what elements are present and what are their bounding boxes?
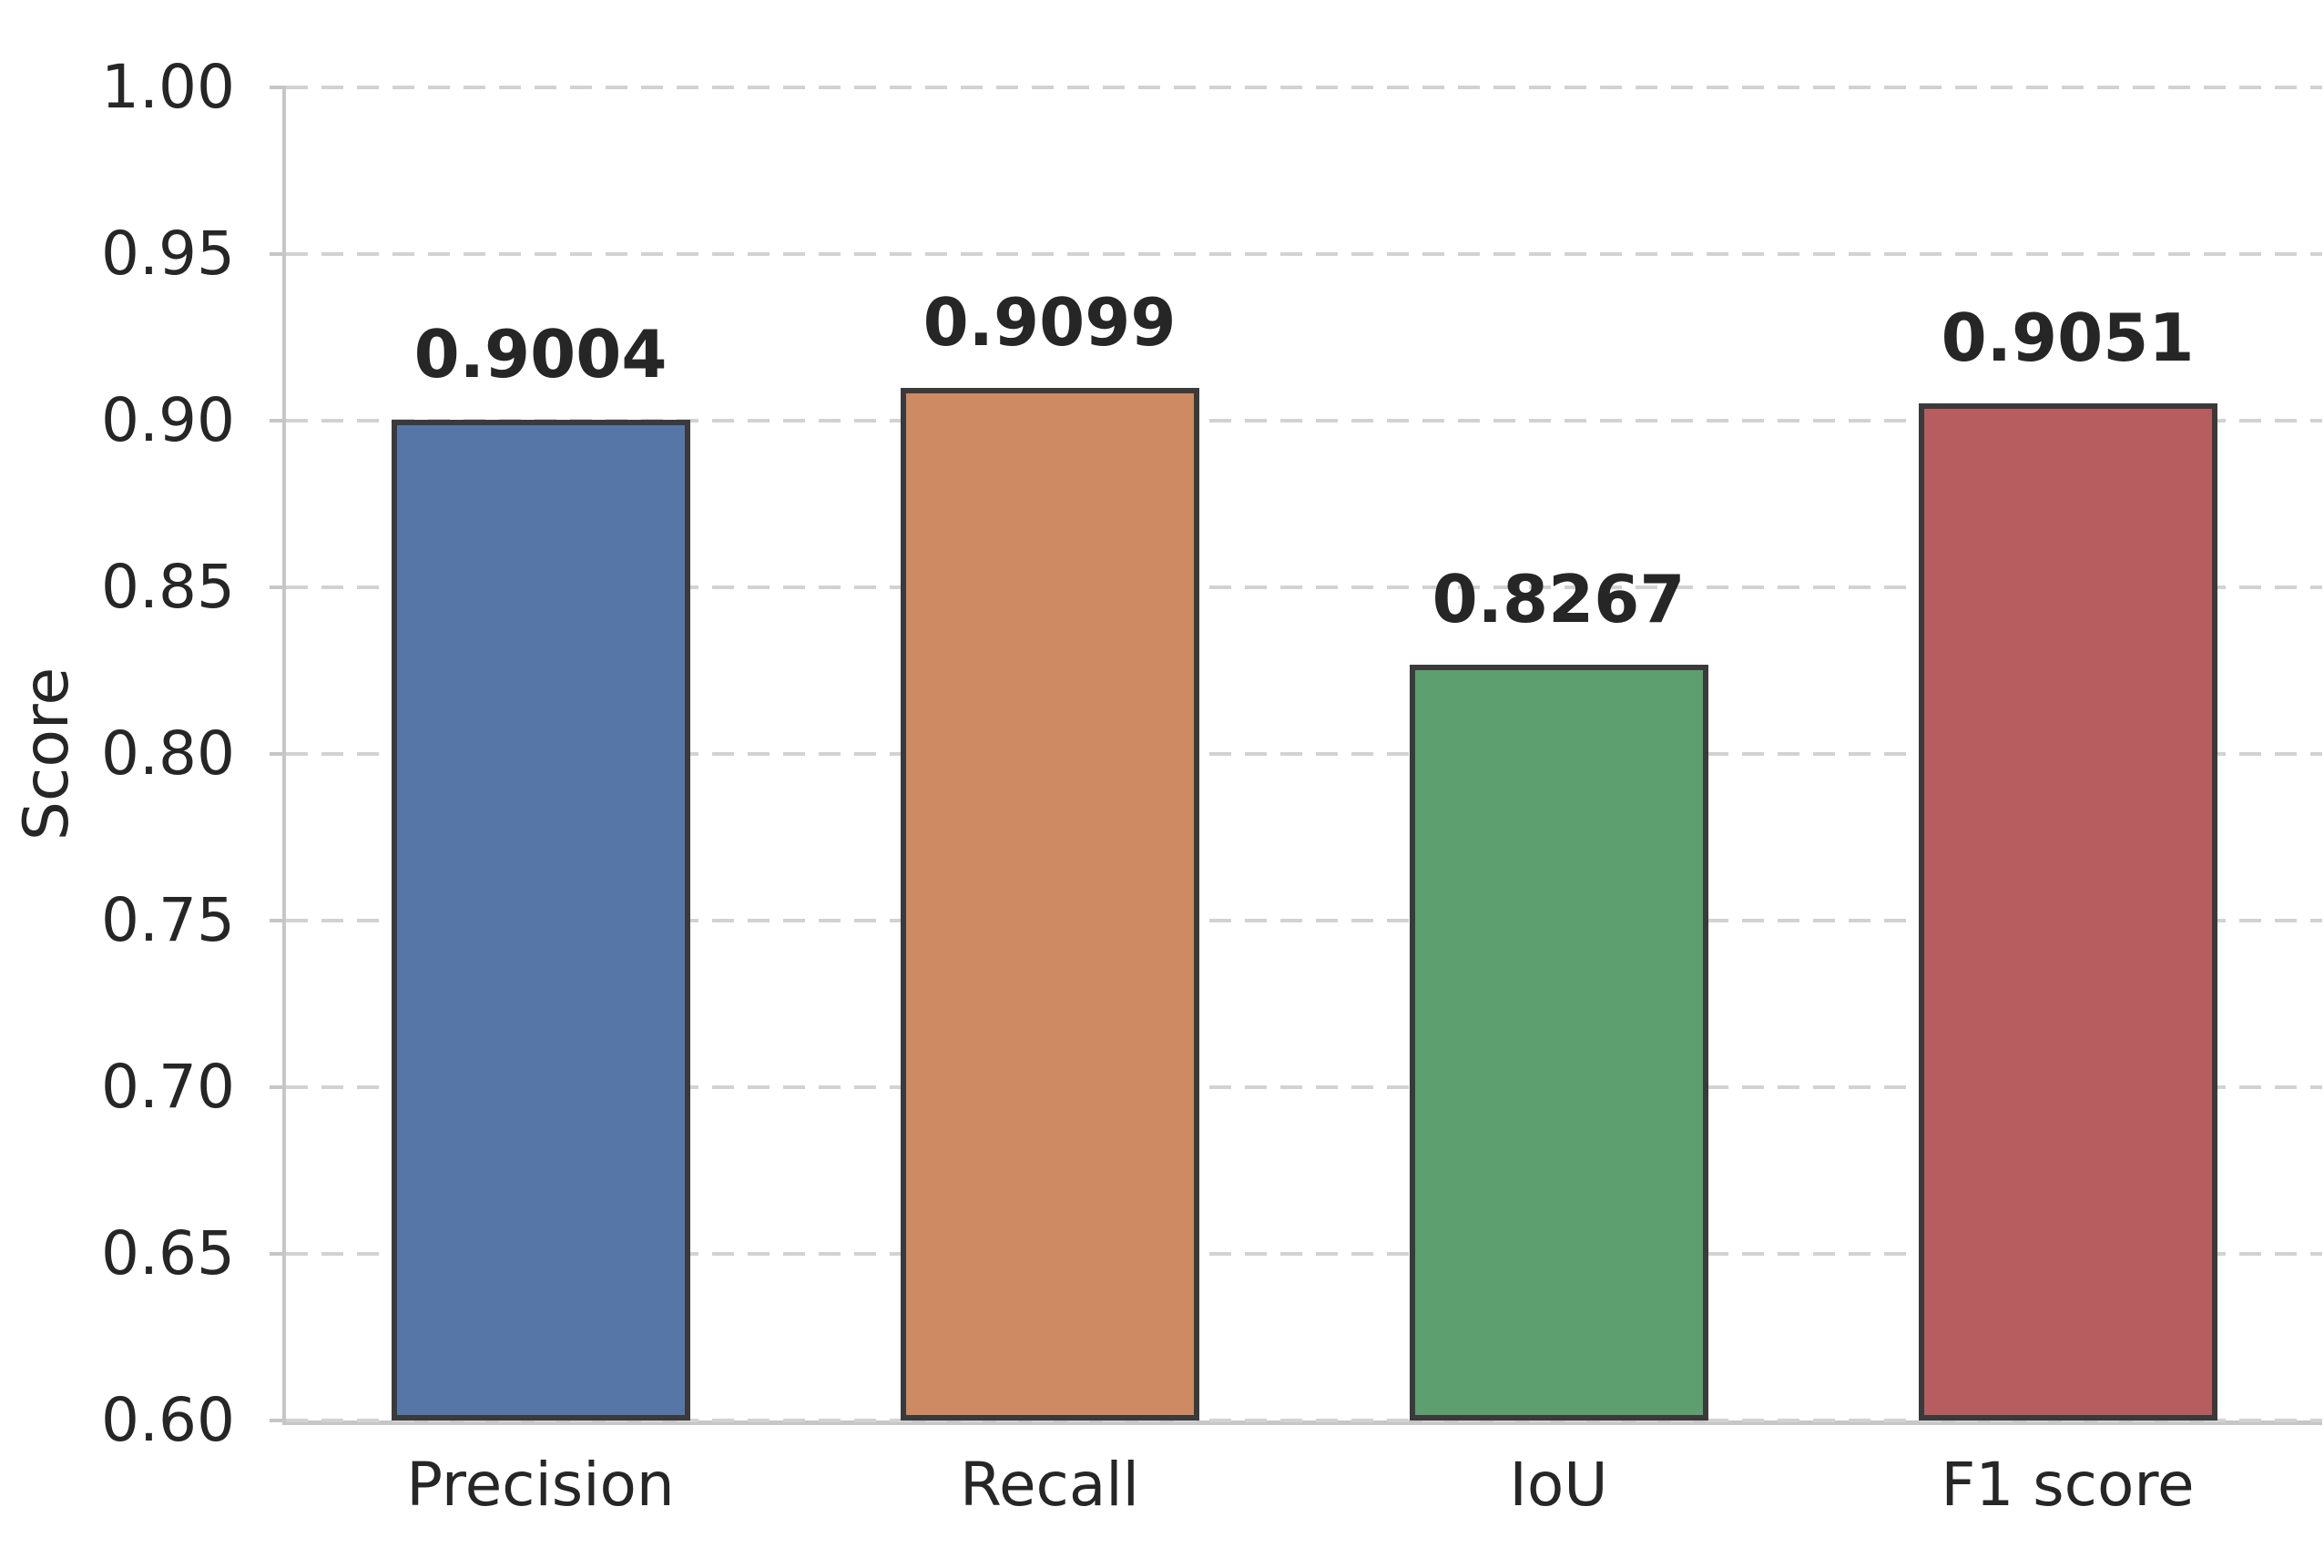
y-gridline-0.95 bbox=[286, 252, 2322, 256]
y-tick-label-0.80: 0.80 bbox=[101, 718, 235, 789]
y-tick-label-0.60: 0.60 bbox=[101, 1385, 235, 1455]
bar-f1-score bbox=[1918, 403, 2217, 1420]
y-gridline-0.60 bbox=[286, 1419, 2322, 1422]
y-tick-label-0.65: 0.65 bbox=[101, 1218, 235, 1288]
y-tick-mark-0.90 bbox=[270, 419, 286, 423]
bar-precision bbox=[391, 419, 690, 1420]
y-tick-mark-0.95 bbox=[270, 252, 286, 256]
y-gridline-0.70 bbox=[286, 1085, 2322, 1089]
y-gridline-0.90 bbox=[286, 419, 2322, 423]
x-tick-label-iou: IoU bbox=[1509, 1450, 1608, 1520]
y-tick-label-0.85: 0.85 bbox=[101, 552, 235, 622]
y-tick-mark-0.75 bbox=[270, 919, 286, 922]
plot-area: 0.60 0.65 0.70 0.75 0.80 0.85 0.90 0.95 1.00 0.90… bbox=[101, 57, 2322, 1515]
y-tick-mark-0.65 bbox=[270, 1252, 286, 1256]
y-tick-label-0.70: 0.70 bbox=[101, 1052, 235, 1122]
bar-iou bbox=[1409, 665, 1708, 1420]
bar-value-iou: 0.8267 bbox=[1432, 561, 1686, 638]
y-gridline-0.80 bbox=[286, 752, 2322, 756]
bar-value-recall: 0.9099 bbox=[922, 283, 1177, 361]
y-gridline-0.85 bbox=[286, 585, 2322, 589]
bar-value-f1-score: 0.9051 bbox=[1941, 300, 2195, 377]
y-gridline-0.65 bbox=[286, 1252, 2322, 1256]
y-tick-mark-0.85 bbox=[270, 585, 286, 589]
y-tick-mark-0.80 bbox=[270, 752, 286, 756]
y-tick-mark-0.60 bbox=[270, 1419, 286, 1422]
y-gridline-0.75 bbox=[286, 919, 2322, 922]
y-tick-mark-1.00 bbox=[270, 86, 286, 89]
x-tick-label-precision: Precision bbox=[406, 1450, 675, 1520]
y-tick-label-0.95: 0.95 bbox=[101, 219, 235, 289]
x-tick-label-recall: Recall bbox=[960, 1450, 1139, 1520]
y-tick-mark-0.70 bbox=[270, 1085, 286, 1089]
y-tick-label-0.75: 0.75 bbox=[101, 885, 235, 955]
bar-recall bbox=[900, 387, 1199, 1420]
y-gridline-1.00 bbox=[286, 86, 2322, 89]
bar-value-precision: 0.9004 bbox=[413, 315, 668, 392]
x-tick-label-f1-score: F1 score bbox=[1941, 1450, 2195, 1520]
y-tick-label-0.90: 0.90 bbox=[101, 385, 235, 455]
y-axis-title: Score bbox=[11, 667, 83, 841]
y-tick-label-1.00: 1.00 bbox=[101, 52, 235, 122]
